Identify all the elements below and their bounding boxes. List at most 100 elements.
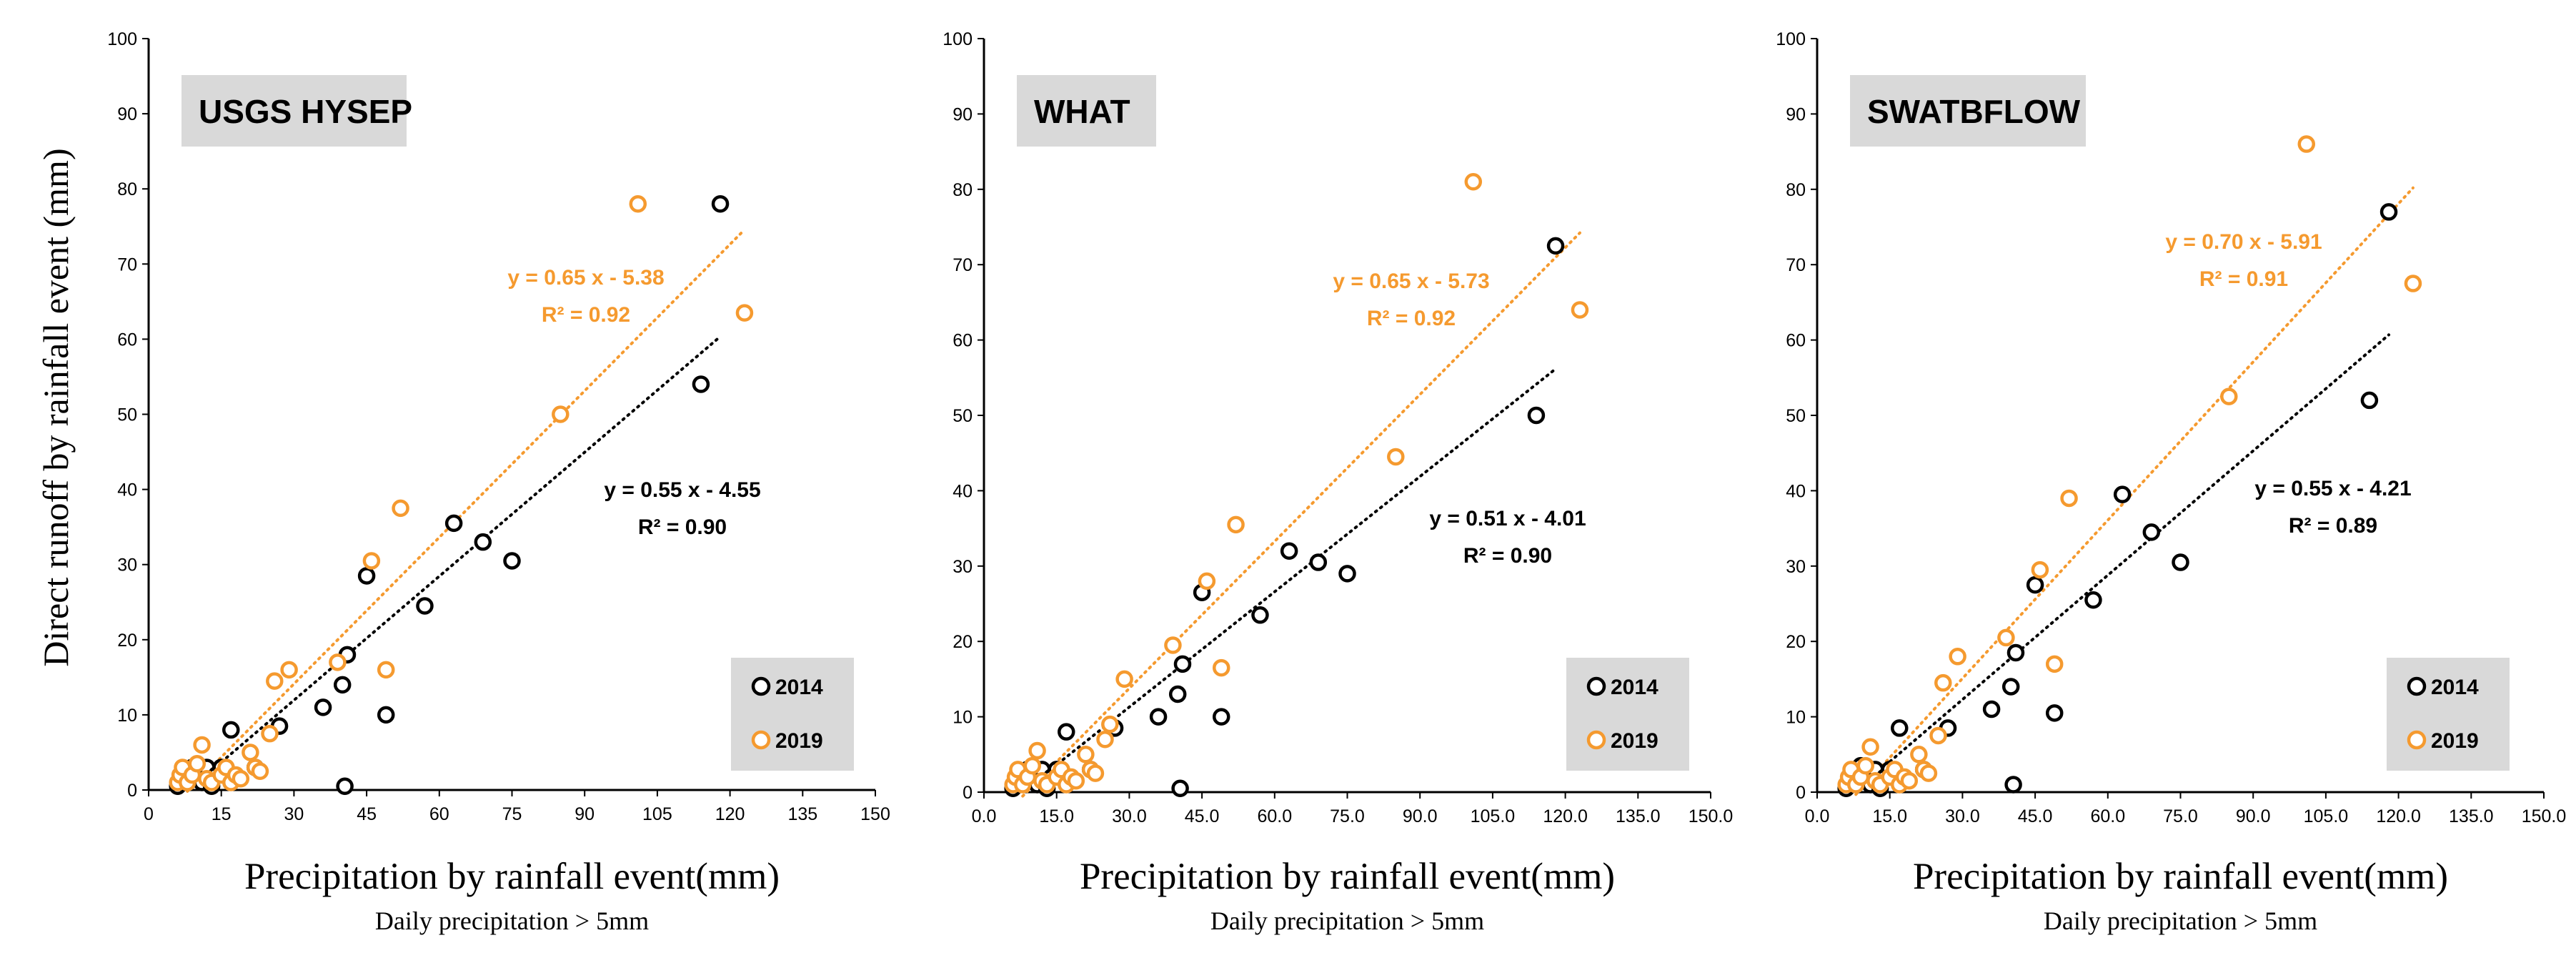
title-box: [1017, 75, 1156, 147]
legend-marker-2014: [1586, 676, 1606, 696]
data-point-2019: [329, 653, 347, 671]
data-point-2019: [2045, 655, 2064, 673]
data-point-2014: [1149, 708, 1168, 726]
data-point-2019: [2297, 135, 2316, 153]
y-tick-label: 40: [117, 480, 137, 500]
y-tick-label: 10: [117, 706, 137, 726]
y-tick-label: 50: [953, 406, 973, 426]
title-box: [1850, 75, 2086, 147]
x-tick-label: 75.0: [1330, 806, 1365, 826]
data-point-2019: [1096, 730, 1114, 749]
y-tick-label: 0: [963, 783, 973, 803]
trendline-2014: [1854, 333, 2391, 792]
y-tick-label: 100: [1776, 29, 1806, 49]
data-point-2019: [1900, 771, 1919, 790]
data-point-2014: [314, 698, 332, 716]
data-point-2019: [1910, 746, 1928, 764]
y-tick-label: 20: [1786, 632, 1806, 652]
data-point-2014: [2172, 553, 2189, 571]
data-point-2014: [2113, 485, 2132, 503]
data-point-2014: [2360, 391, 2379, 410]
data-point-2019: [735, 304, 754, 322]
data-point-2019: [1115, 670, 1133, 688]
x-tick-label: 0.0: [1805, 806, 1830, 826]
data-point-2019: [1028, 741, 1046, 760]
data-point-2019: [1387, 448, 1405, 466]
data-point-2019: [1212, 658, 1230, 677]
data-point-2019: [629, 194, 647, 213]
data-point-2019: [1077, 746, 1095, 764]
data-point-2014: [692, 375, 710, 393]
legend-box: [2387, 658, 2510, 771]
data-point-2014: [1891, 719, 1909, 737]
x-tick-label: 135.0: [1616, 806, 1661, 826]
chart-title: SWATBFLOW: [1867, 93, 2081, 130]
y-tick-label: 70: [953, 255, 973, 275]
data-point-2019: [1464, 173, 1483, 191]
data-point-2019: [266, 672, 284, 690]
x-tick-label: 30.0: [1945, 806, 1980, 826]
y-tick-label: 90: [953, 104, 973, 124]
x-tick-label: 0.0: [972, 806, 997, 826]
data-point-2014: [357, 567, 376, 585]
data-point-2019: [1227, 515, 1245, 534]
data-point-2019: [1164, 636, 1182, 654]
legend-label-2014: 2014: [775, 676, 823, 699]
data-point-2014: [2084, 591, 2102, 609]
data-point-2019: [1949, 648, 1966, 666]
data-point-2014: [1173, 655, 1192, 673]
y-tick-label: 80: [117, 179, 137, 199]
y-tick-label: 20: [117, 631, 137, 651]
y-tick-label: 70: [1786, 255, 1806, 275]
y-tick-label: 20: [953, 632, 973, 652]
x-axis-label: Precipitation by rainfall event(mm): [1080, 856, 1615, 897]
legend-marker-2019: [751, 730, 771, 750]
x-axis-sublabel: Daily precipitation > 5mm: [2044, 907, 2317, 935]
data-point-2019: [377, 661, 395, 679]
r-squared-2019: R² = 0.92: [542, 303, 630, 327]
y-tick-label: 10: [1786, 708, 1806, 728]
x-tick-label: 150: [860, 804, 890, 824]
y-tick-label: 40: [953, 481, 973, 501]
y-tick-label: 60: [953, 331, 973, 351]
data-point-2014: [503, 552, 521, 570]
data-point-2014: [1546, 237, 1565, 255]
data-point-2014: [336, 777, 354, 795]
x-tick-label: 30.0: [1112, 806, 1147, 826]
x-tick-label: 150.0: [2522, 806, 2567, 826]
data-point-2019: [1571, 301, 1589, 319]
data-point-2019: [232, 769, 250, 788]
trendline-2014: [186, 335, 722, 793]
data-point-2019: [392, 499, 409, 518]
x-tick-label: 15: [212, 804, 232, 824]
legend-box: [731, 658, 854, 771]
data-point-2014: [377, 706, 395, 724]
data-point-2014: [1212, 708, 1230, 726]
data-point-2019: [1086, 764, 1105, 782]
data-point-2019: [188, 754, 207, 773]
data-point-2014: [1527, 406, 1546, 425]
y-tick-label: 60: [117, 330, 137, 350]
x-tick-label: 45.0: [2018, 806, 2053, 826]
equation-2014: y = 0.55 x - 4.21: [2254, 477, 2411, 500]
data-point-2014: [222, 721, 240, 739]
y-tick-label: 70: [117, 255, 137, 275]
x-tick-label: 120.0: [2376, 806, 2421, 826]
data-point-2014: [333, 676, 352, 694]
equation-2019: y = 0.65 x - 5.38: [507, 266, 664, 290]
y-axis-label: Direct runoff by rainfall event (mm): [36, 148, 76, 666]
data-point-2019: [1861, 738, 1879, 756]
x-tick-label: 120: [715, 804, 745, 824]
r-squared-2019: R² = 0.91: [2199, 267, 2288, 291]
x-tick-label: 150.0: [1689, 806, 1734, 826]
x-tick-label: 90.0: [1403, 806, 1438, 826]
x-tick-label: 75: [502, 804, 522, 824]
data-point-2014: [1171, 779, 1189, 797]
data-point-2014: [444, 514, 463, 533]
chart-panel-3: 0 10 20 30 40 50 60 70 80 90 100 0.0 15.0 30.0 45.0 60.…: [1776, 29, 2566, 935]
x-tick-label: 60.0: [2090, 806, 2125, 826]
y-tick-label: 80: [953, 180, 973, 200]
y-tick-label: 40: [1786, 481, 1806, 501]
trendline-2014: [1021, 367, 1558, 794]
